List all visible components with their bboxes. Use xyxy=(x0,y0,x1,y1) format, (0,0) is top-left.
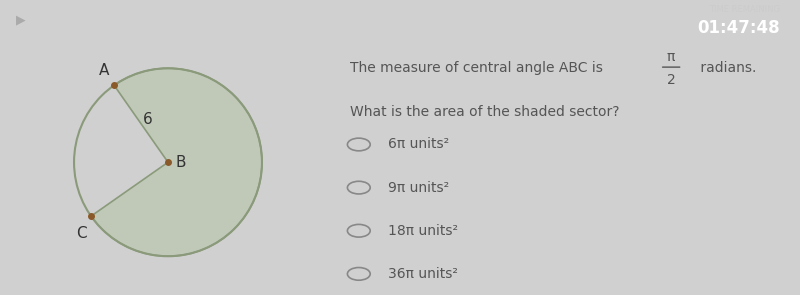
Wedge shape xyxy=(91,68,262,256)
Text: 01:47:48: 01:47:48 xyxy=(698,19,780,37)
Text: radians.: radians. xyxy=(696,61,757,76)
Text: C: C xyxy=(76,226,86,240)
Text: 36π units²: 36π units² xyxy=(389,267,458,281)
Text: ▶: ▶ xyxy=(16,13,26,26)
Text: A: A xyxy=(99,63,110,78)
Text: B: B xyxy=(175,155,186,170)
Text: What is the area of the shaded sector?: What is the area of the shaded sector? xyxy=(350,104,619,119)
Text: 6: 6 xyxy=(142,112,153,127)
Text: π: π xyxy=(667,50,675,64)
Text: 9π units²: 9π units² xyxy=(389,181,450,195)
Text: The measure of central angle ABC is: The measure of central angle ABC is xyxy=(350,61,607,76)
Text: 2: 2 xyxy=(666,73,675,87)
Text: TIME REMAINING: TIME REMAINING xyxy=(709,5,780,14)
Text: 18π units²: 18π units² xyxy=(389,224,458,238)
Text: 6π units²: 6π units² xyxy=(389,137,450,152)
